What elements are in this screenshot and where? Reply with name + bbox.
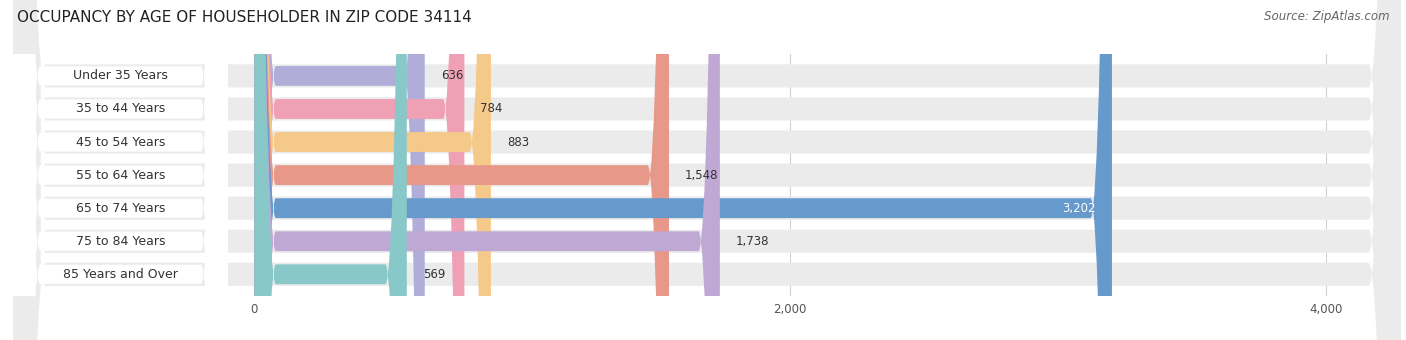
FancyBboxPatch shape [254, 0, 406, 340]
Text: 784: 784 [481, 102, 503, 116]
Text: 65 to 74 Years: 65 to 74 Years [76, 202, 165, 215]
FancyBboxPatch shape [14, 0, 1400, 340]
FancyBboxPatch shape [254, 0, 720, 340]
FancyBboxPatch shape [14, 0, 228, 340]
Text: 1,548: 1,548 [685, 169, 718, 182]
FancyBboxPatch shape [254, 0, 669, 340]
Text: Source: ZipAtlas.com: Source: ZipAtlas.com [1264, 10, 1389, 23]
FancyBboxPatch shape [254, 0, 464, 340]
Text: 1,738: 1,738 [735, 235, 769, 248]
Text: 569: 569 [423, 268, 446, 281]
FancyBboxPatch shape [14, 0, 1400, 340]
FancyBboxPatch shape [14, 0, 1400, 340]
Text: 883: 883 [508, 136, 529, 149]
Text: 3,202: 3,202 [1063, 202, 1095, 215]
Text: 55 to 64 Years: 55 to 64 Years [76, 169, 165, 182]
FancyBboxPatch shape [14, 0, 228, 340]
FancyBboxPatch shape [14, 0, 228, 340]
Text: 45 to 54 Years: 45 to 54 Years [76, 136, 165, 149]
FancyBboxPatch shape [14, 0, 228, 340]
FancyBboxPatch shape [14, 0, 1400, 340]
FancyBboxPatch shape [254, 0, 1112, 340]
Text: 35 to 44 Years: 35 to 44 Years [76, 102, 165, 116]
Text: Under 35 Years: Under 35 Years [73, 69, 167, 82]
Text: 75 to 84 Years: 75 to 84 Years [76, 235, 166, 248]
FancyBboxPatch shape [14, 0, 228, 340]
FancyBboxPatch shape [254, 0, 425, 340]
FancyBboxPatch shape [254, 0, 491, 340]
Text: OCCUPANCY BY AGE OF HOUSEHOLDER IN ZIP CODE 34114: OCCUPANCY BY AGE OF HOUSEHOLDER IN ZIP C… [17, 10, 471, 25]
Text: 636: 636 [441, 69, 463, 82]
FancyBboxPatch shape [14, 0, 1400, 340]
FancyBboxPatch shape [14, 0, 228, 340]
FancyBboxPatch shape [14, 0, 228, 340]
FancyBboxPatch shape [14, 0, 1400, 340]
FancyBboxPatch shape [14, 0, 1400, 340]
Text: 85 Years and Over: 85 Years and Over [63, 268, 179, 281]
